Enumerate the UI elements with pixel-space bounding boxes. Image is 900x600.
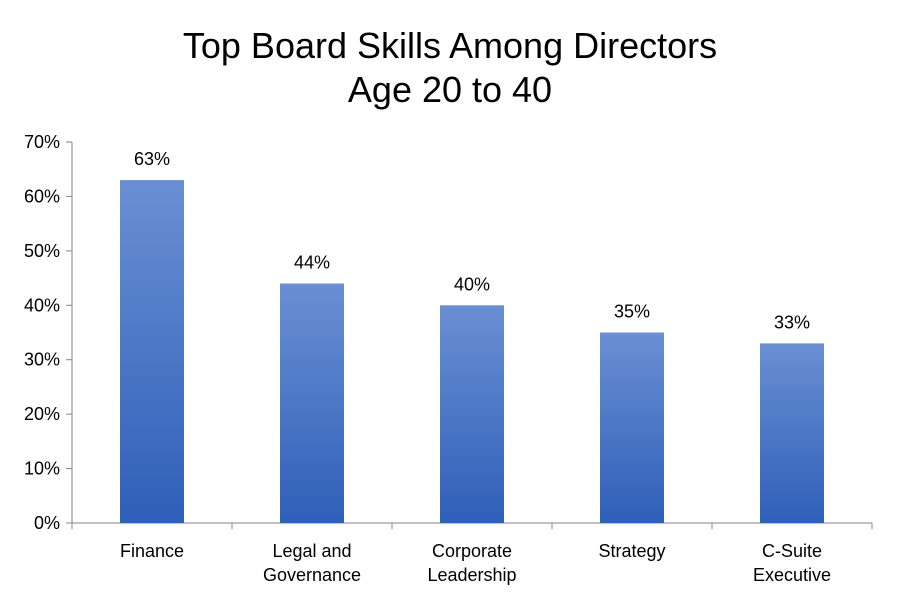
x-tick-label: Finance bbox=[120, 541, 184, 561]
data-label: 40% bbox=[454, 274, 490, 294]
y-tick-label: 0% bbox=[34, 513, 60, 533]
y-tick-label: 20% bbox=[24, 404, 60, 424]
bar bbox=[280, 283, 344, 523]
bar bbox=[600, 332, 664, 523]
chart-subtitle: Age 20 to 40 bbox=[347, 69, 553, 110]
y-tick-label: 60% bbox=[24, 186, 60, 206]
data-label: 44% bbox=[294, 253, 330, 273]
bar bbox=[120, 180, 184, 523]
data-label: 33% bbox=[774, 312, 810, 332]
x-tick-label: Governance bbox=[263, 565, 361, 585]
y-tick-label: 30% bbox=[24, 350, 60, 370]
y-tick-label: 70% bbox=[24, 132, 60, 152]
x-tick-label: Executive bbox=[753, 565, 831, 585]
x-tick-label: Strategy bbox=[598, 541, 665, 561]
y-tick-label: 10% bbox=[24, 459, 60, 479]
bar bbox=[440, 305, 504, 523]
chart-title: Top Board Skills Among Directors bbox=[182, 25, 718, 66]
axes: 0% 10% 20% 30% 40% 50% 60% 70% bbox=[24, 132, 873, 533]
labels: 63% Finance 44% Legal and Governance 40% Corpo… bbox=[120, 149, 831, 585]
x-tick-label: C-Suite bbox=[762, 541, 822, 561]
chart-title-block: Top Board Skills Among Directors Age 20 … bbox=[0, 24, 900, 112]
x-tick-label: Legal and bbox=[272, 541, 351, 561]
bars bbox=[120, 180, 824, 523]
y-tick-label: 40% bbox=[24, 295, 60, 315]
y-tick-label: 50% bbox=[24, 241, 60, 261]
x-tick-label: Leadership bbox=[427, 565, 516, 585]
x-tick-label: Corporate bbox=[432, 541, 512, 561]
data-label: 63% bbox=[134, 149, 170, 169]
bar bbox=[760, 343, 824, 523]
data-label: 35% bbox=[614, 302, 650, 322]
